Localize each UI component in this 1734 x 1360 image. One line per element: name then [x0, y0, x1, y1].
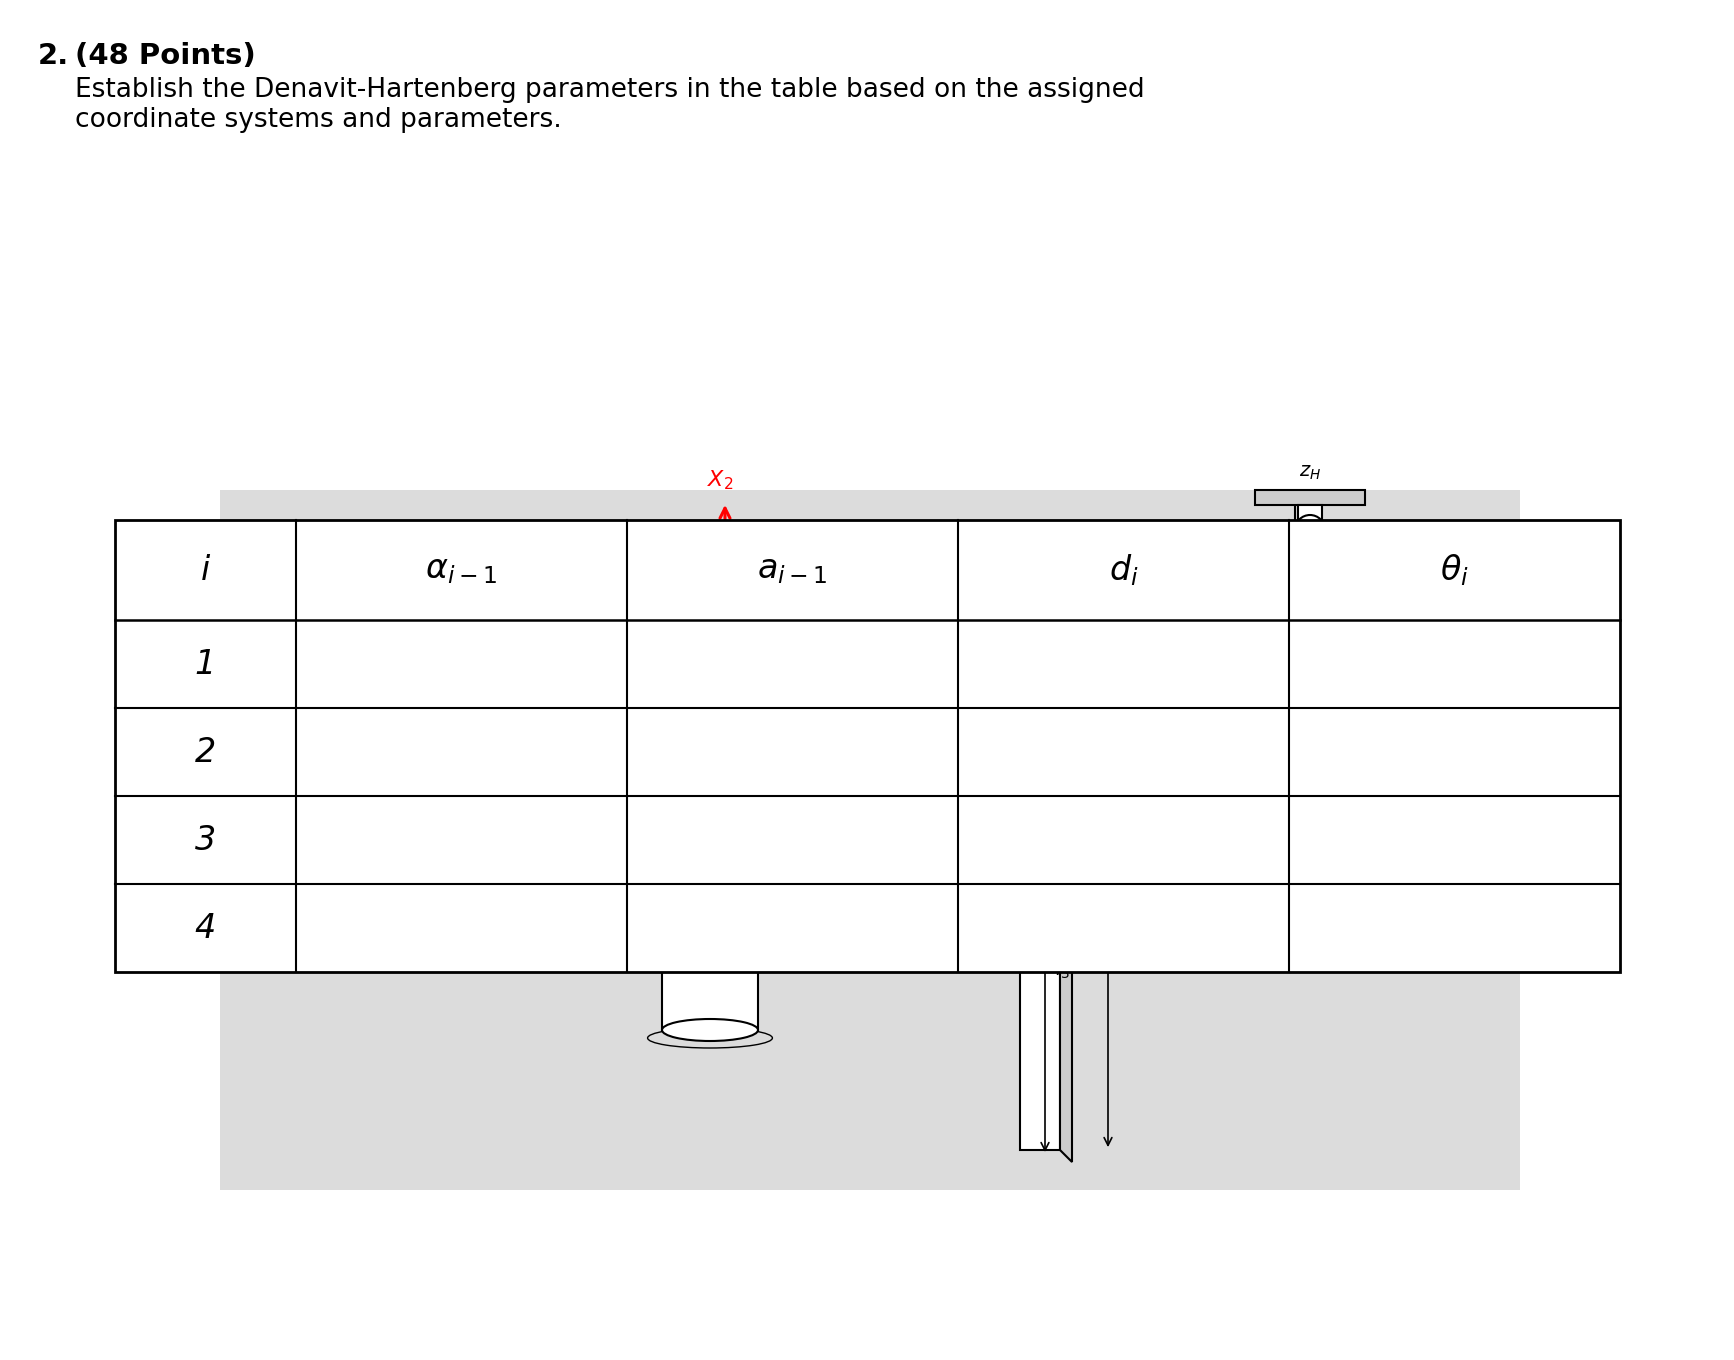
Text: $l_6$: $l_6$ [1118, 691, 1134, 713]
Text: $l_4$: $l_4$ [1118, 753, 1134, 777]
Polygon shape [1299, 505, 1321, 530]
Polygon shape [701, 709, 1176, 740]
Text: $z_H$: $z_H$ [1299, 462, 1321, 481]
Text: $Z_1$: $Z_1$ [720, 641, 746, 664]
Bar [220, 490, 1521, 1190]
Text: $Y_2$: $Y_2$ [569, 713, 593, 736]
Bar [1025, 760, 1075, 800]
Text: $l_5$: $l_5$ [853, 665, 867, 688]
Text: $l_1$: $l_1$ [522, 772, 538, 796]
Text: $Y_1$: $Y_1$ [848, 845, 872, 869]
Text: 2.: 2. [38, 42, 69, 69]
Text: $a_{i-1}$: $a_{i-1}$ [758, 554, 827, 586]
Text: 4: 4 [194, 911, 217, 944]
Text: $\alpha_{i-1}$: $\alpha_{i-1}$ [425, 554, 498, 586]
Text: $l_8$: $l_8$ [1554, 613, 1568, 636]
Text: $Z_2$: $Z_2$ [876, 770, 902, 794]
Text: $d_i$: $d_i$ [1108, 552, 1138, 588]
Text: $l_3$: $l_3$ [1054, 959, 1070, 981]
Text: 3: 3 [194, 824, 217, 857]
Polygon shape [1059, 745, 1072, 1161]
Text: (48 Points): (48 Points) [75, 42, 255, 69]
Ellipse shape [706, 631, 746, 643]
Ellipse shape [1021, 743, 1079, 758]
Text: $X_1$: $X_1$ [565, 838, 591, 861]
Text: $y_U$: $y_U$ [623, 813, 645, 832]
Bar [114, 520, 1620, 972]
Polygon shape [1302, 530, 1318, 570]
Text: $l_7$: $l_7$ [1002, 632, 1018, 656]
Polygon shape [1020, 745, 1059, 1151]
Text: $x_H$: $x_H$ [1413, 691, 1437, 710]
Text: $X_3$: $X_3$ [1207, 770, 1233, 794]
Polygon shape [701, 709, 1198, 719]
Text: $X_2$: $X_2$ [707, 468, 733, 492]
Text: $z_U$: $z_U$ [432, 638, 454, 657]
Polygon shape [675, 713, 1139, 749]
Text: $x_U$: $x_U$ [286, 850, 310, 869]
Text: $\theta_i$: $\theta_i$ [1439, 552, 1469, 588]
Bar [706, 636, 746, 692]
Ellipse shape [662, 1019, 758, 1040]
Text: 1: 1 [194, 647, 217, 680]
Text: $i$: $i$ [199, 554, 212, 586]
Bar [662, 800, 758, 1030]
Polygon shape [1255, 490, 1365, 505]
Bar [1021, 749, 1079, 811]
Text: $Z_3$: $Z_3$ [1105, 709, 1127, 728]
Ellipse shape [706, 685, 746, 698]
Ellipse shape [662, 789, 758, 811]
Text: $Y_3$: $Y_3$ [1092, 880, 1117, 903]
Ellipse shape [1295, 515, 1325, 545]
Text: 2: 2 [194, 736, 217, 768]
Polygon shape [675, 713, 1169, 726]
Text: $l_2$: $l_2$ [518, 870, 532, 892]
Text: coordinate systems and parameters.: coordinate systems and parameters. [75, 107, 562, 133]
Text: Establish the Denavit-Hartenberg parameters in the table based on the assigned: Establish the Denavit-Hartenberg paramet… [75, 78, 1144, 103]
